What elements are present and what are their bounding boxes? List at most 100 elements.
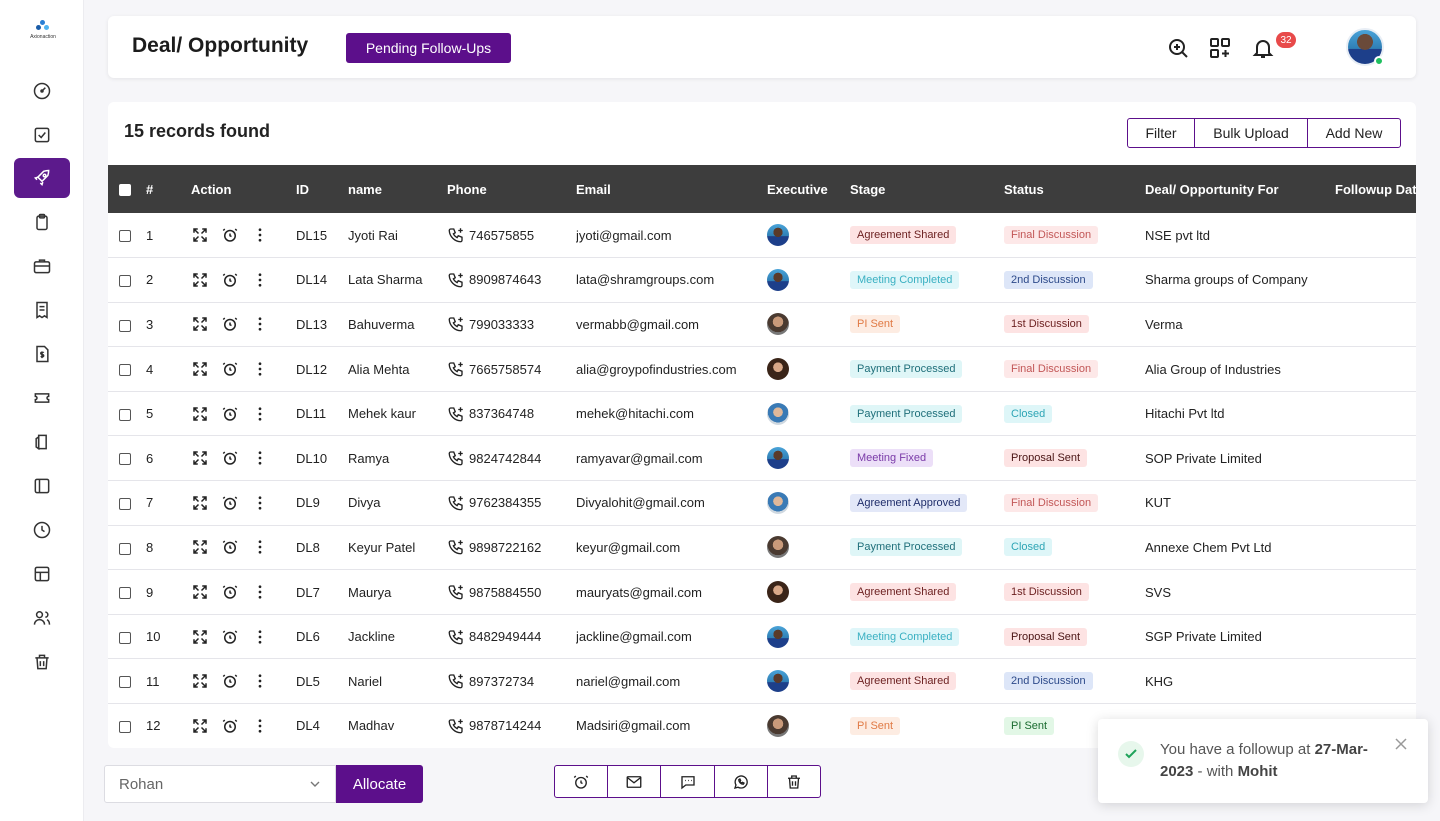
sidebar-item-panel[interactable] bbox=[14, 466, 70, 506]
sidebar-item-deals[interactable] bbox=[14, 158, 70, 198]
more-vertical-icon[interactable] bbox=[251, 405, 269, 423]
bulk-upload-button[interactable]: Bulk Upload bbox=[1195, 119, 1308, 147]
row-email[interactable]: vermabb@gmail.com bbox=[576, 316, 700, 332]
bulk-sms-button[interactable] bbox=[661, 766, 715, 797]
sidebar-item-tasks[interactable] bbox=[14, 115, 70, 155]
alarm-icon[interactable] bbox=[221, 494, 239, 512]
sidebar-item-invoice[interactable] bbox=[14, 334, 70, 374]
row-email[interactable]: jackline@gmail.com bbox=[576, 629, 692, 645]
row-checkbox[interactable] bbox=[119, 497, 131, 510]
row-email[interactable]: mehek@hitachi.com bbox=[576, 406, 694, 422]
row-checkbox[interactable] bbox=[119, 319, 131, 332]
brand-logo[interactable]: Axionaction bbox=[28, 20, 58, 42]
bulk-email-button[interactable] bbox=[608, 766, 662, 797]
alarm-icon[interactable] bbox=[221, 538, 239, 556]
alarm-icon[interactable] bbox=[221, 360, 239, 378]
row-phone[interactable]: 7665758574 bbox=[469, 361, 542, 377]
select-all-checkbox[interactable] bbox=[119, 184, 131, 197]
bulk-delete-button[interactable] bbox=[768, 766, 820, 797]
col-id[interactable]: ID bbox=[296, 181, 309, 197]
more-vertical-icon[interactable] bbox=[251, 672, 269, 690]
expand-icon[interactable] bbox=[191, 360, 209, 378]
row-email[interactable]: alia@groypofindustries.com bbox=[576, 361, 737, 377]
row-checkbox[interactable] bbox=[119, 631, 131, 644]
row-checkbox[interactable] bbox=[119, 364, 131, 377]
row-email[interactable]: lata@shramgroups.com bbox=[576, 272, 715, 288]
sidebar-item-trash[interactable] bbox=[14, 642, 70, 682]
table-row[interactable]: 12 DL4 Madhav 9878714244 Madsiri@gmail.c… bbox=[108, 704, 1416, 748]
row-checkbox[interactable] bbox=[119, 453, 131, 466]
row-phone[interactable]: 9824742844 bbox=[469, 450, 542, 466]
more-vertical-icon[interactable] bbox=[251, 360, 269, 378]
row-email[interactable]: mauryats@gmail.com bbox=[576, 584, 702, 600]
col-name[interactable]: name bbox=[348, 181, 382, 197]
expand-icon[interactable] bbox=[191, 628, 209, 646]
alarm-icon[interactable] bbox=[221, 672, 239, 690]
row-email[interactable]: ramyavar@gmail.com bbox=[576, 450, 703, 466]
bulk-whatsapp-button[interactable] bbox=[715, 766, 768, 797]
row-phone[interactable]: 9875884550 bbox=[469, 584, 542, 600]
alarm-icon[interactable] bbox=[221, 449, 239, 467]
row-phone[interactable]: 9878714244 bbox=[469, 718, 542, 734]
col-executive[interactable]: Executive bbox=[767, 181, 828, 197]
table-row[interactable]: 11 DL5 Nariel 897372734 nariel@gmail.com… bbox=[108, 659, 1416, 704]
expand-icon[interactable] bbox=[191, 405, 209, 423]
table-row[interactable]: 8 DL8 Keyur Patel 9898722162 keyur@gmail… bbox=[108, 525, 1416, 570]
table-row[interactable]: 3 DL13 Bahuverma 799033333 vermabb@gmail… bbox=[108, 302, 1416, 347]
bell-icon[interactable] bbox=[1251, 36, 1275, 60]
table-row[interactable]: 10 DL6 Jackline 8482949444 jackline@gmai… bbox=[108, 614, 1416, 659]
row-checkbox[interactable] bbox=[119, 587, 131, 600]
executive-select[interactable]: Rohan bbox=[104, 765, 336, 803]
phone-add-icon[interactable] bbox=[447, 405, 465, 423]
phone-add-icon[interactable] bbox=[447, 583, 465, 601]
alarm-icon[interactable] bbox=[221, 628, 239, 646]
alarm-icon[interactable] bbox=[221, 271, 239, 289]
expand-icon[interactable] bbox=[191, 717, 209, 735]
add-new-button[interactable]: Add New bbox=[1325, 125, 1383, 141]
filter-button[interactable]: Filter bbox=[1128, 119, 1195, 147]
expand-icon[interactable] bbox=[191, 494, 209, 512]
col-email[interactable]: Email bbox=[576, 181, 611, 197]
sidebar-item-table[interactable] bbox=[14, 554, 70, 594]
alarm-icon[interactable] bbox=[221, 405, 239, 423]
search-icon[interactable] bbox=[1166, 36, 1190, 60]
expand-icon[interactable] bbox=[191, 226, 209, 244]
more-vertical-icon[interactable] bbox=[251, 717, 269, 735]
sidebar-item-clipboard[interactable] bbox=[14, 202, 70, 242]
more-vertical-icon[interactable] bbox=[251, 583, 269, 601]
expand-icon[interactable] bbox=[191, 538, 209, 556]
phone-add-icon[interactable] bbox=[447, 717, 465, 735]
phone-add-icon[interactable] bbox=[447, 271, 465, 289]
allocate-button[interactable]: Allocate bbox=[336, 765, 423, 803]
col-followup-date[interactable]: Followup Date bbox=[1335, 181, 1416, 197]
row-phone[interactable]: 799033333 bbox=[469, 316, 535, 332]
row-email[interactable]: nariel@gmail.com bbox=[576, 673, 681, 689]
alarm-icon[interactable] bbox=[221, 315, 239, 333]
phone-add-icon[interactable] bbox=[447, 449, 465, 467]
col-deal-for[interactable]: Deal/ Opportunity For bbox=[1145, 181, 1279, 197]
row-phone[interactable]: 9898722162 bbox=[469, 539, 542, 555]
row-email[interactable]: Divyalohit@gmail.com bbox=[576, 495, 705, 511]
col-stage[interactable]: Stage bbox=[850, 181, 886, 197]
more-vertical-icon[interactable] bbox=[251, 494, 269, 512]
sidebar-item-briefcase[interactable] bbox=[14, 246, 70, 286]
expand-icon[interactable] bbox=[191, 271, 209, 289]
phone-add-icon[interactable] bbox=[447, 315, 465, 333]
row-phone[interactable]: 746575855 bbox=[469, 227, 535, 243]
expand-icon[interactable] bbox=[191, 583, 209, 601]
row-phone[interactable]: 837364748 bbox=[469, 406, 535, 422]
more-vertical-icon[interactable] bbox=[251, 628, 269, 646]
phone-add-icon[interactable] bbox=[447, 360, 465, 378]
more-vertical-icon[interactable] bbox=[251, 449, 269, 467]
table-row[interactable]: 2 DL14 Lata Sharma 8909874643 lata@shram… bbox=[108, 258, 1416, 303]
row-checkbox[interactable] bbox=[119, 230, 131, 243]
more-vertical-icon[interactable] bbox=[251, 315, 269, 333]
row-checkbox[interactable] bbox=[119, 408, 131, 421]
sidebar-item-users[interactable] bbox=[14, 598, 70, 638]
sidebar-item-documents[interactable] bbox=[14, 422, 70, 462]
sidebar-item-dashboard[interactable] bbox=[14, 71, 70, 111]
table-row[interactable]: 9 DL7 Maurya 9875884550 mauryats@gmail.c… bbox=[108, 570, 1416, 615]
more-vertical-icon[interactable] bbox=[251, 226, 269, 244]
table-row[interactable]: 6 DL10 Ramya 9824742844 ramyavar@gmail.c… bbox=[108, 436, 1416, 481]
close-icon[interactable] bbox=[1394, 737, 1408, 751]
